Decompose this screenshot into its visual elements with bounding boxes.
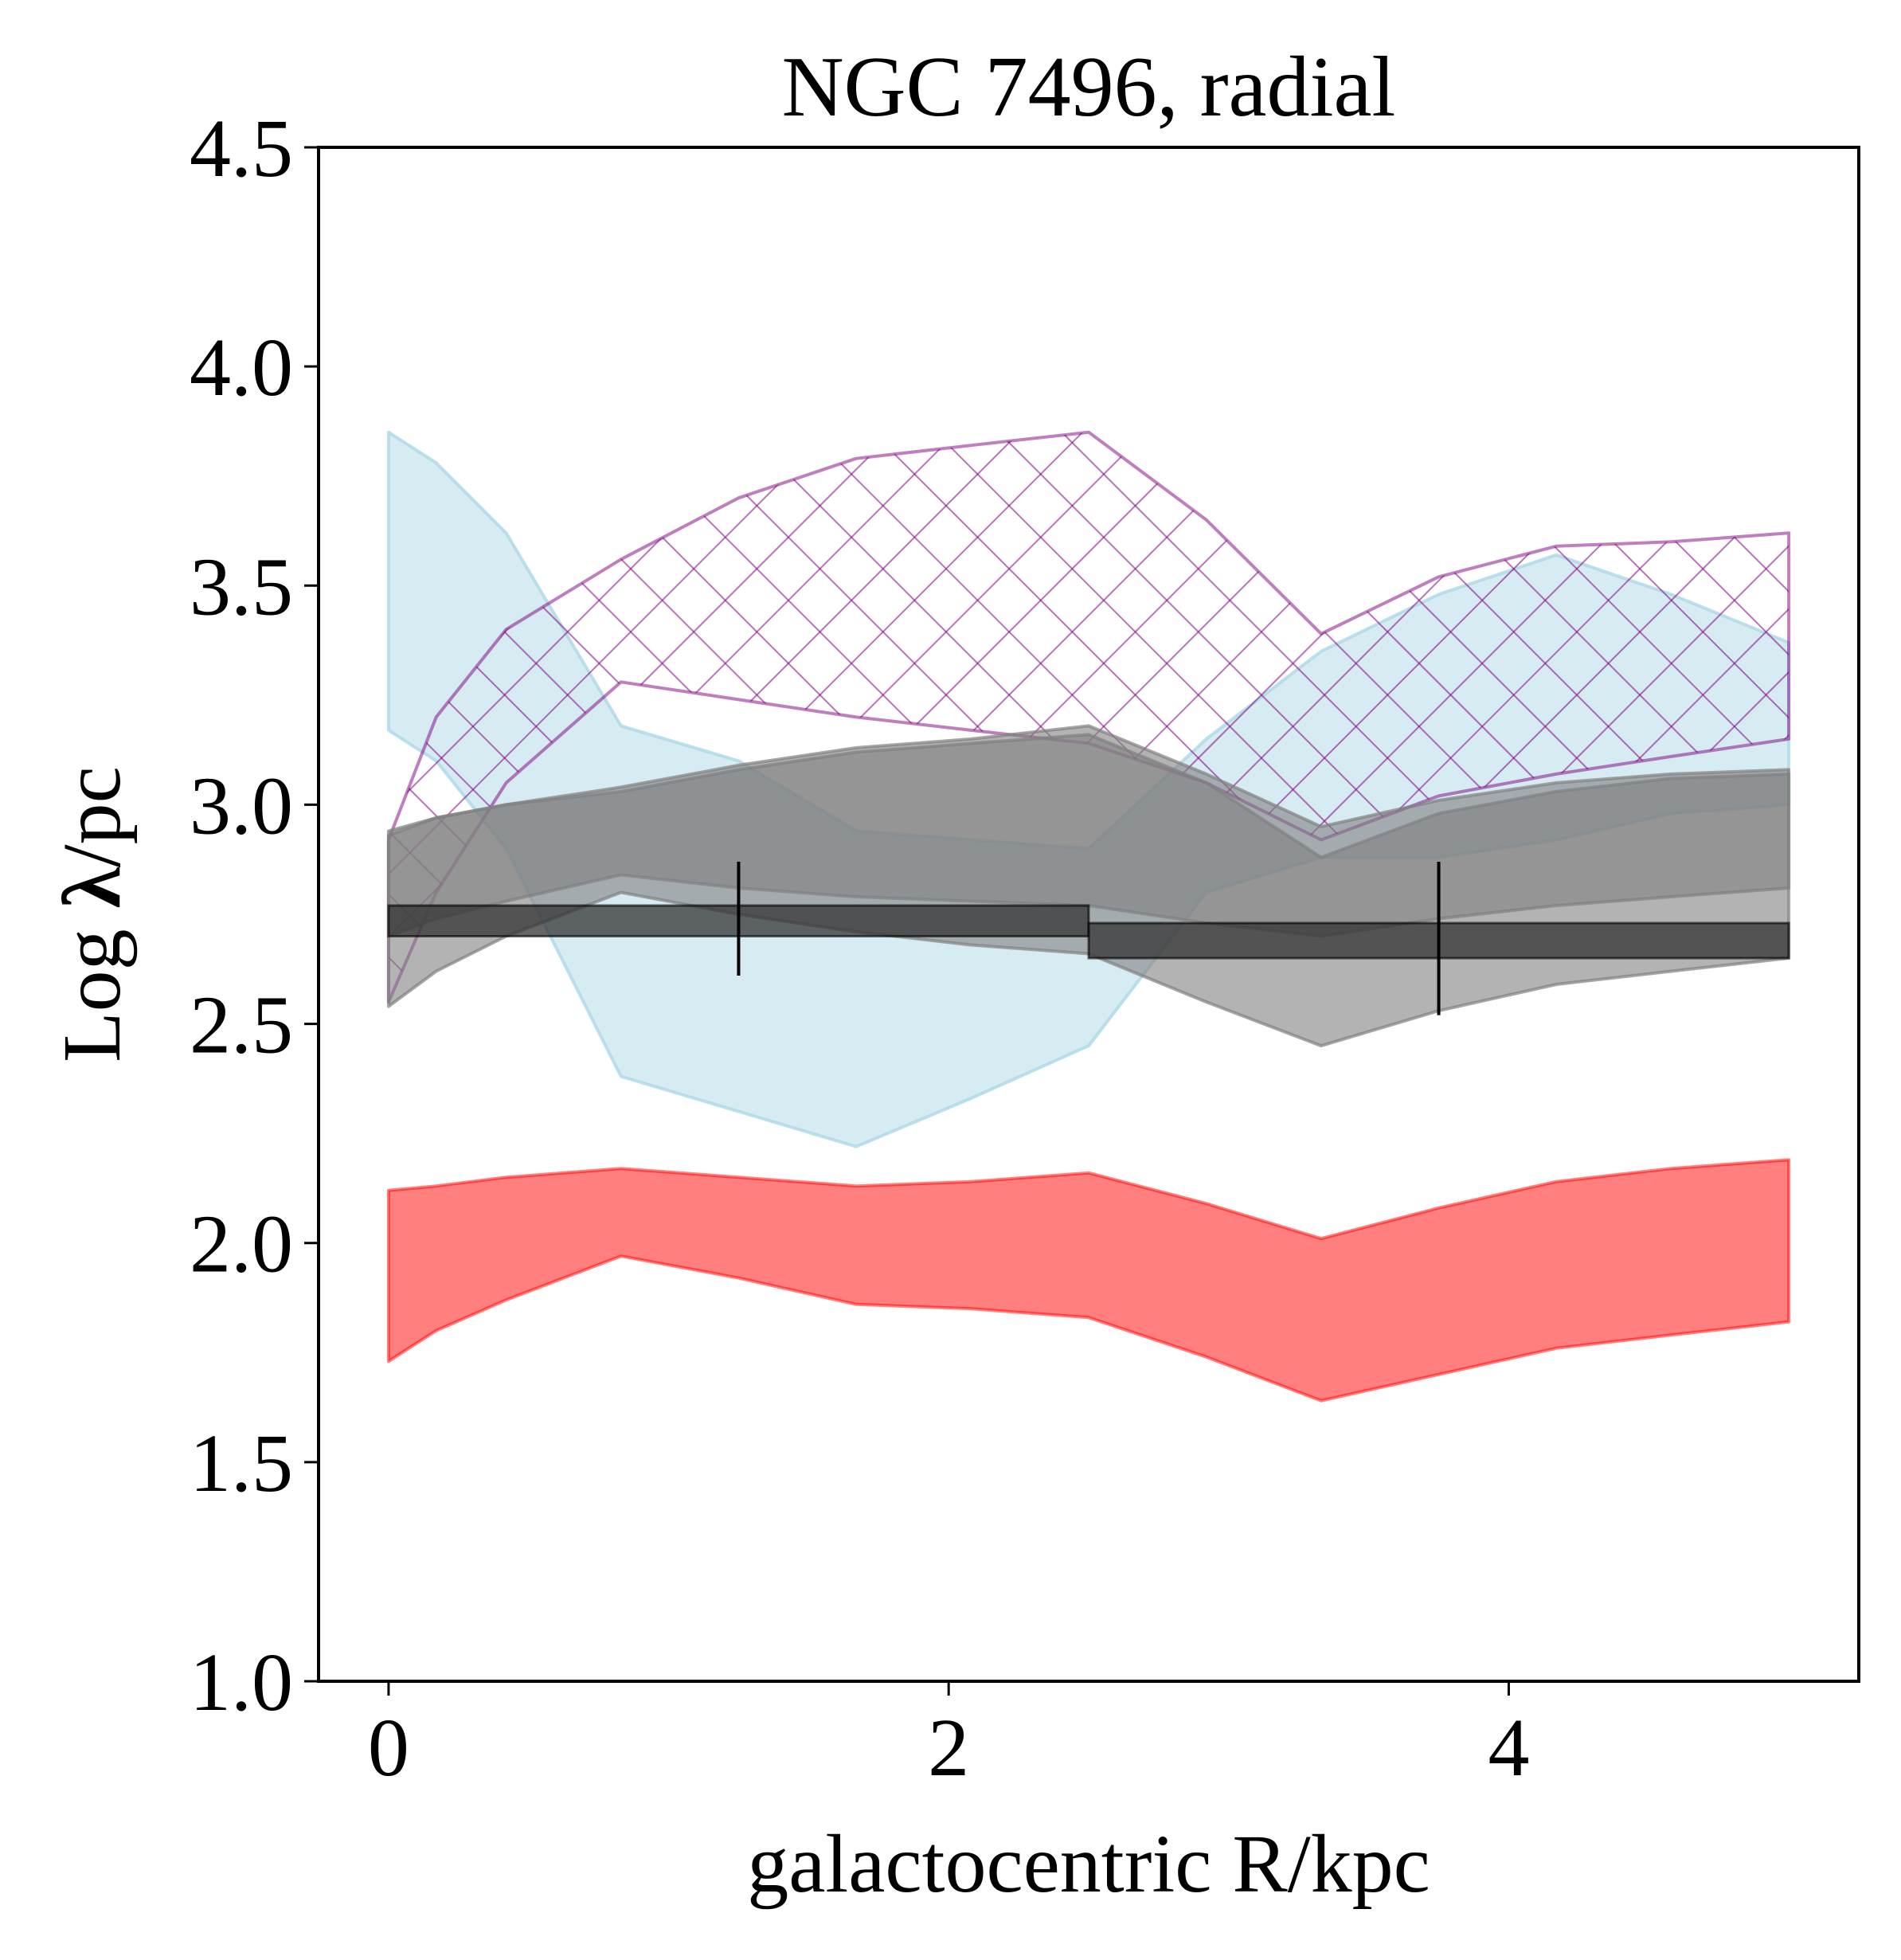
y-tick-label-3: 2.5 bbox=[190, 980, 293, 1071]
x-axis: 0 2 4 bbox=[368, 1681, 1529, 1794]
y-tick-label-0: 1.0 bbox=[190, 1637, 293, 1728]
y-axis-label-prefix: Log bbox=[46, 908, 138, 1062]
band-red-0 bbox=[386, 1158, 1791, 1403]
y-axis-label-symbol: λ bbox=[46, 867, 138, 908]
x-tick-label-0: 0 bbox=[368, 1702, 409, 1794]
plot-frame bbox=[317, 146, 1860, 1683]
x-tick-label-1: 2 bbox=[928, 1702, 969, 1794]
y-axis-label-suffix: /pc bbox=[46, 766, 138, 867]
y-tick-label-1: 1.5 bbox=[190, 1418, 293, 1509]
y-tick-label-4: 3.0 bbox=[190, 760, 293, 851]
y-axis-label: Log λ/pc bbox=[46, 766, 138, 1062]
x-tick-label-2: 4 bbox=[1488, 1702, 1529, 1794]
y-tick-label-7: 4.5 bbox=[190, 103, 293, 194]
x-axis-label: galactocentric R/kpc bbox=[747, 1818, 1430, 1910]
y-tick-label-6: 4.0 bbox=[190, 322, 293, 413]
chart-title: NGC 7496, radial bbox=[782, 40, 1396, 135]
band-purple-2 bbox=[386, 430, 1791, 1004]
plot-area bbox=[386, 430, 1791, 1403]
y-tick-label-5: 3.5 bbox=[190, 541, 293, 632]
y-axis: 1.0 1.5 2.0 2.5 3.0 3.5 4.0 4.5 bbox=[190, 103, 319, 1728]
y-tick-label-2: 2.0 bbox=[190, 1199, 293, 1290]
